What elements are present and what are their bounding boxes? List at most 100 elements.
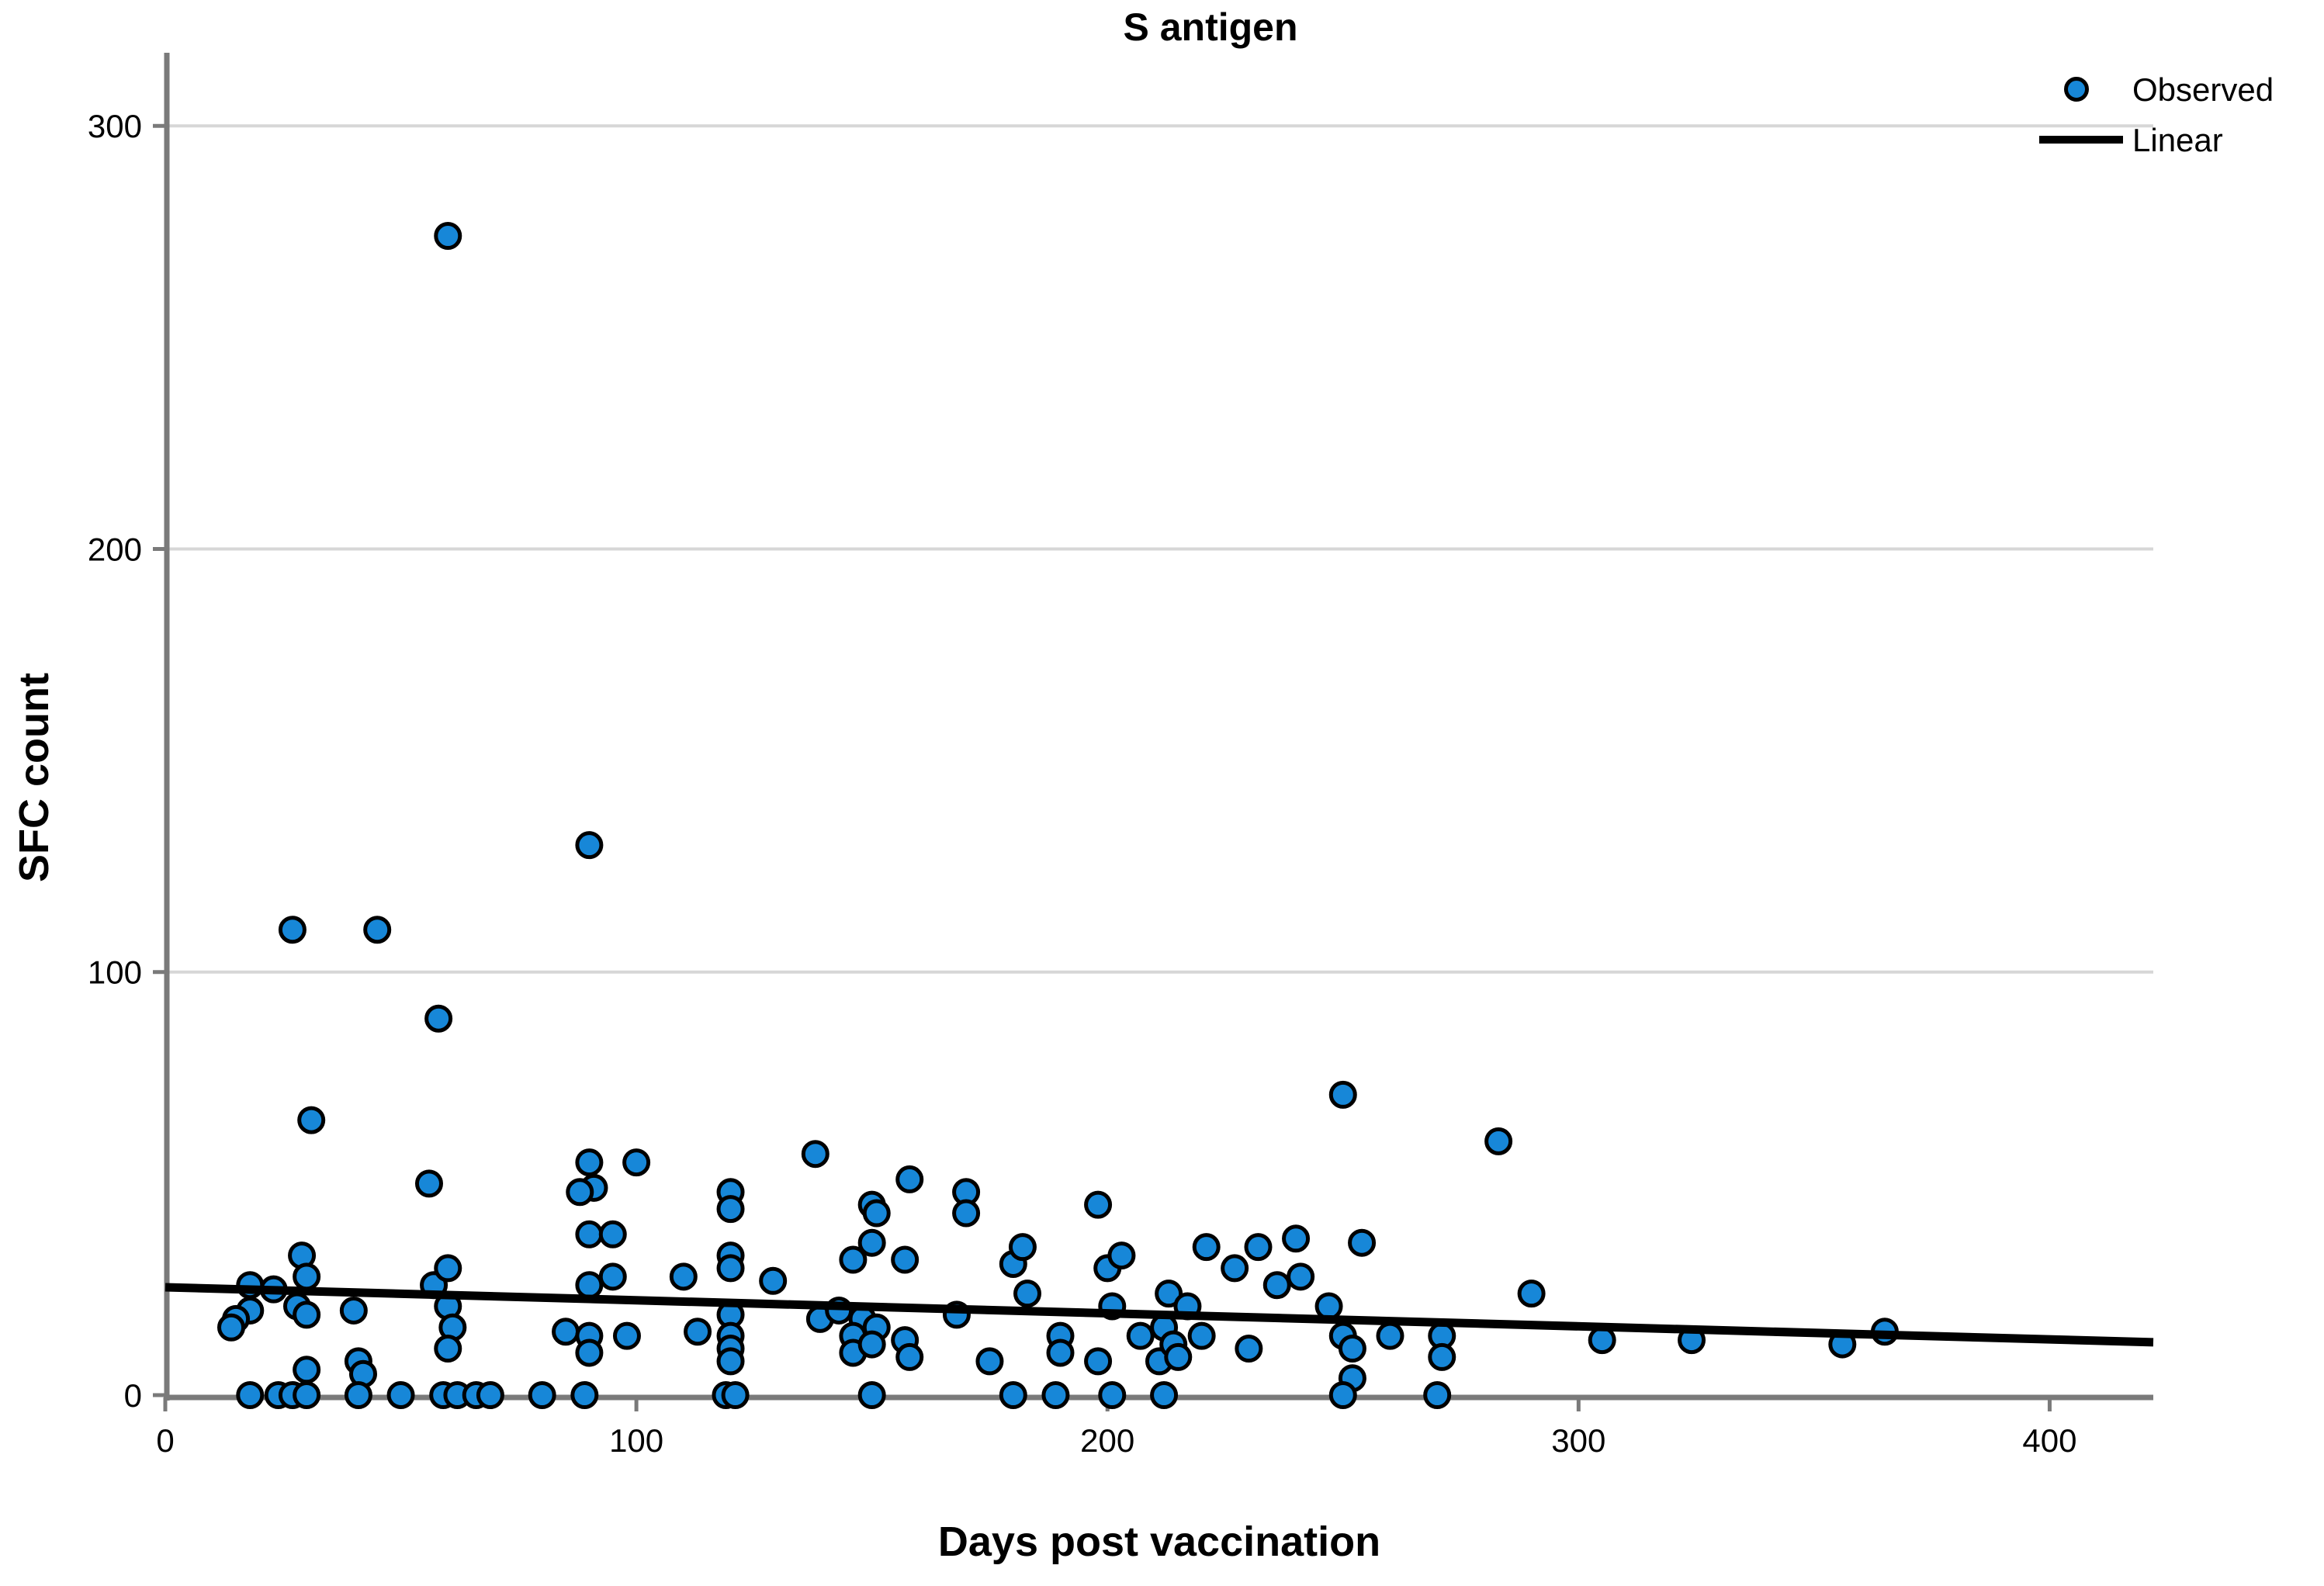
data-point — [895, 1342, 924, 1371]
y-tick-label: 200 — [88, 531, 142, 567]
data-point — [952, 1199, 981, 1228]
legend-item-observed: Observed — [2064, 71, 2274, 108]
y-tick-label: 100 — [88, 954, 142, 991]
data-point — [1588, 1326, 1616, 1355]
data-point — [1187, 1321, 1216, 1350]
gridlines — [167, 124, 2153, 974]
data-point — [293, 1262, 321, 1291]
data-point — [575, 831, 604, 860]
data-point — [528, 1381, 556, 1409]
data-point — [293, 1381, 321, 1409]
data-point — [895, 1165, 924, 1193]
data-point — [716, 1195, 745, 1224]
tick-labels: 0 100 200 300 0 100 200 300 400 — [88, 108, 2077, 1459]
data-point — [344, 1381, 372, 1409]
data-point — [278, 916, 307, 944]
data-point — [1314, 1292, 1343, 1321]
data-point — [669, 1262, 698, 1291]
data-point — [434, 1335, 462, 1363]
data-point — [293, 1300, 321, 1329]
data-point — [575, 1271, 604, 1300]
data-point — [1235, 1335, 1263, 1363]
data-point — [975, 1347, 1004, 1376]
data-point — [1517, 1280, 1546, 1308]
data-point — [857, 1330, 886, 1359]
chart-title: S antigen — [1123, 5, 1297, 49]
data-point — [1041, 1381, 1070, 1409]
data-point — [297, 1106, 326, 1134]
x-tick-label: 0 — [156, 1422, 174, 1459]
data-point — [716, 1347, 745, 1376]
data-point — [434, 1254, 462, 1283]
data-point — [999, 1381, 1027, 1409]
data-point — [1287, 1262, 1315, 1291]
data-point — [1423, 1381, 1452, 1409]
data-point — [759, 1266, 788, 1295]
legend: Observed Linear — [2039, 71, 2274, 158]
data-point — [1262, 1271, 1291, 1300]
data-point — [1484, 1127, 1513, 1155]
data-point — [476, 1381, 504, 1409]
y-axis-label: SFC count — [11, 673, 57, 882]
data-point — [1164, 1342, 1193, 1371]
data-point — [1084, 1347, 1113, 1376]
data-point — [414, 1169, 443, 1198]
data-point — [1192, 1233, 1221, 1262]
data-point — [598, 1262, 627, 1291]
y-tick-label: 0 — [124, 1377, 142, 1414]
observed-marker-icon — [2064, 77, 2089, 102]
legend-item-linear: Linear — [2039, 122, 2223, 158]
legend-observed-label: Observed — [2132, 71, 2274, 108]
linear-fit-line — [165, 1283, 2154, 1347]
data-point — [1328, 1080, 1357, 1109]
data-point — [1348, 1228, 1377, 1257]
data-point — [575, 1148, 604, 1177]
data-point — [1126, 1321, 1155, 1350]
data-point — [1338, 1335, 1366, 1363]
data-point — [598, 1220, 627, 1248]
data-point — [1428, 1342, 1456, 1371]
data-point — [434, 222, 462, 251]
axis-ticks — [153, 123, 2052, 1411]
x-tick-label: 200 — [1080, 1422, 1134, 1459]
data-point — [1155, 1280, 1183, 1308]
data-point — [570, 1381, 599, 1409]
data-point — [716, 1254, 745, 1283]
data-point — [339, 1296, 368, 1325]
data-point — [839, 1245, 868, 1274]
data-point — [236, 1381, 265, 1409]
data-point — [622, 1148, 651, 1177]
data-point — [1013, 1280, 1042, 1308]
data-point — [1046, 1338, 1075, 1367]
data-point — [612, 1321, 641, 1350]
data-point — [891, 1245, 920, 1274]
data-point — [552, 1318, 580, 1346]
x-axis-label: Days post vaccination — [938, 1518, 1380, 1565]
data-point — [293, 1356, 321, 1384]
data-point — [1008, 1233, 1037, 1262]
data-point — [1107, 1241, 1136, 1270]
trend-line-layer — [165, 1283, 2154, 1347]
data-point — [575, 1220, 604, 1248]
data-point — [721, 1381, 750, 1409]
data-point — [1244, 1233, 1273, 1262]
data-point — [386, 1381, 415, 1409]
data-point — [1282, 1224, 1311, 1253]
legend-linear-label: Linear — [2132, 122, 2223, 158]
x-tick-label: 400 — [2022, 1422, 2076, 1459]
x-tick-label: 100 — [609, 1422, 663, 1459]
data-point — [216, 1313, 245, 1342]
data-point — [424, 1004, 453, 1033]
data-point — [684, 1318, 712, 1346]
y-tick-label: 300 — [88, 108, 142, 144]
data-point — [1376, 1321, 1404, 1350]
data-point — [1098, 1381, 1127, 1409]
data-point — [1150, 1381, 1179, 1409]
data-point — [1221, 1254, 1249, 1283]
data-point — [1328, 1381, 1357, 1409]
data-point — [1084, 1190, 1113, 1219]
data-point — [363, 916, 392, 944]
data-point — [566, 1178, 594, 1207]
